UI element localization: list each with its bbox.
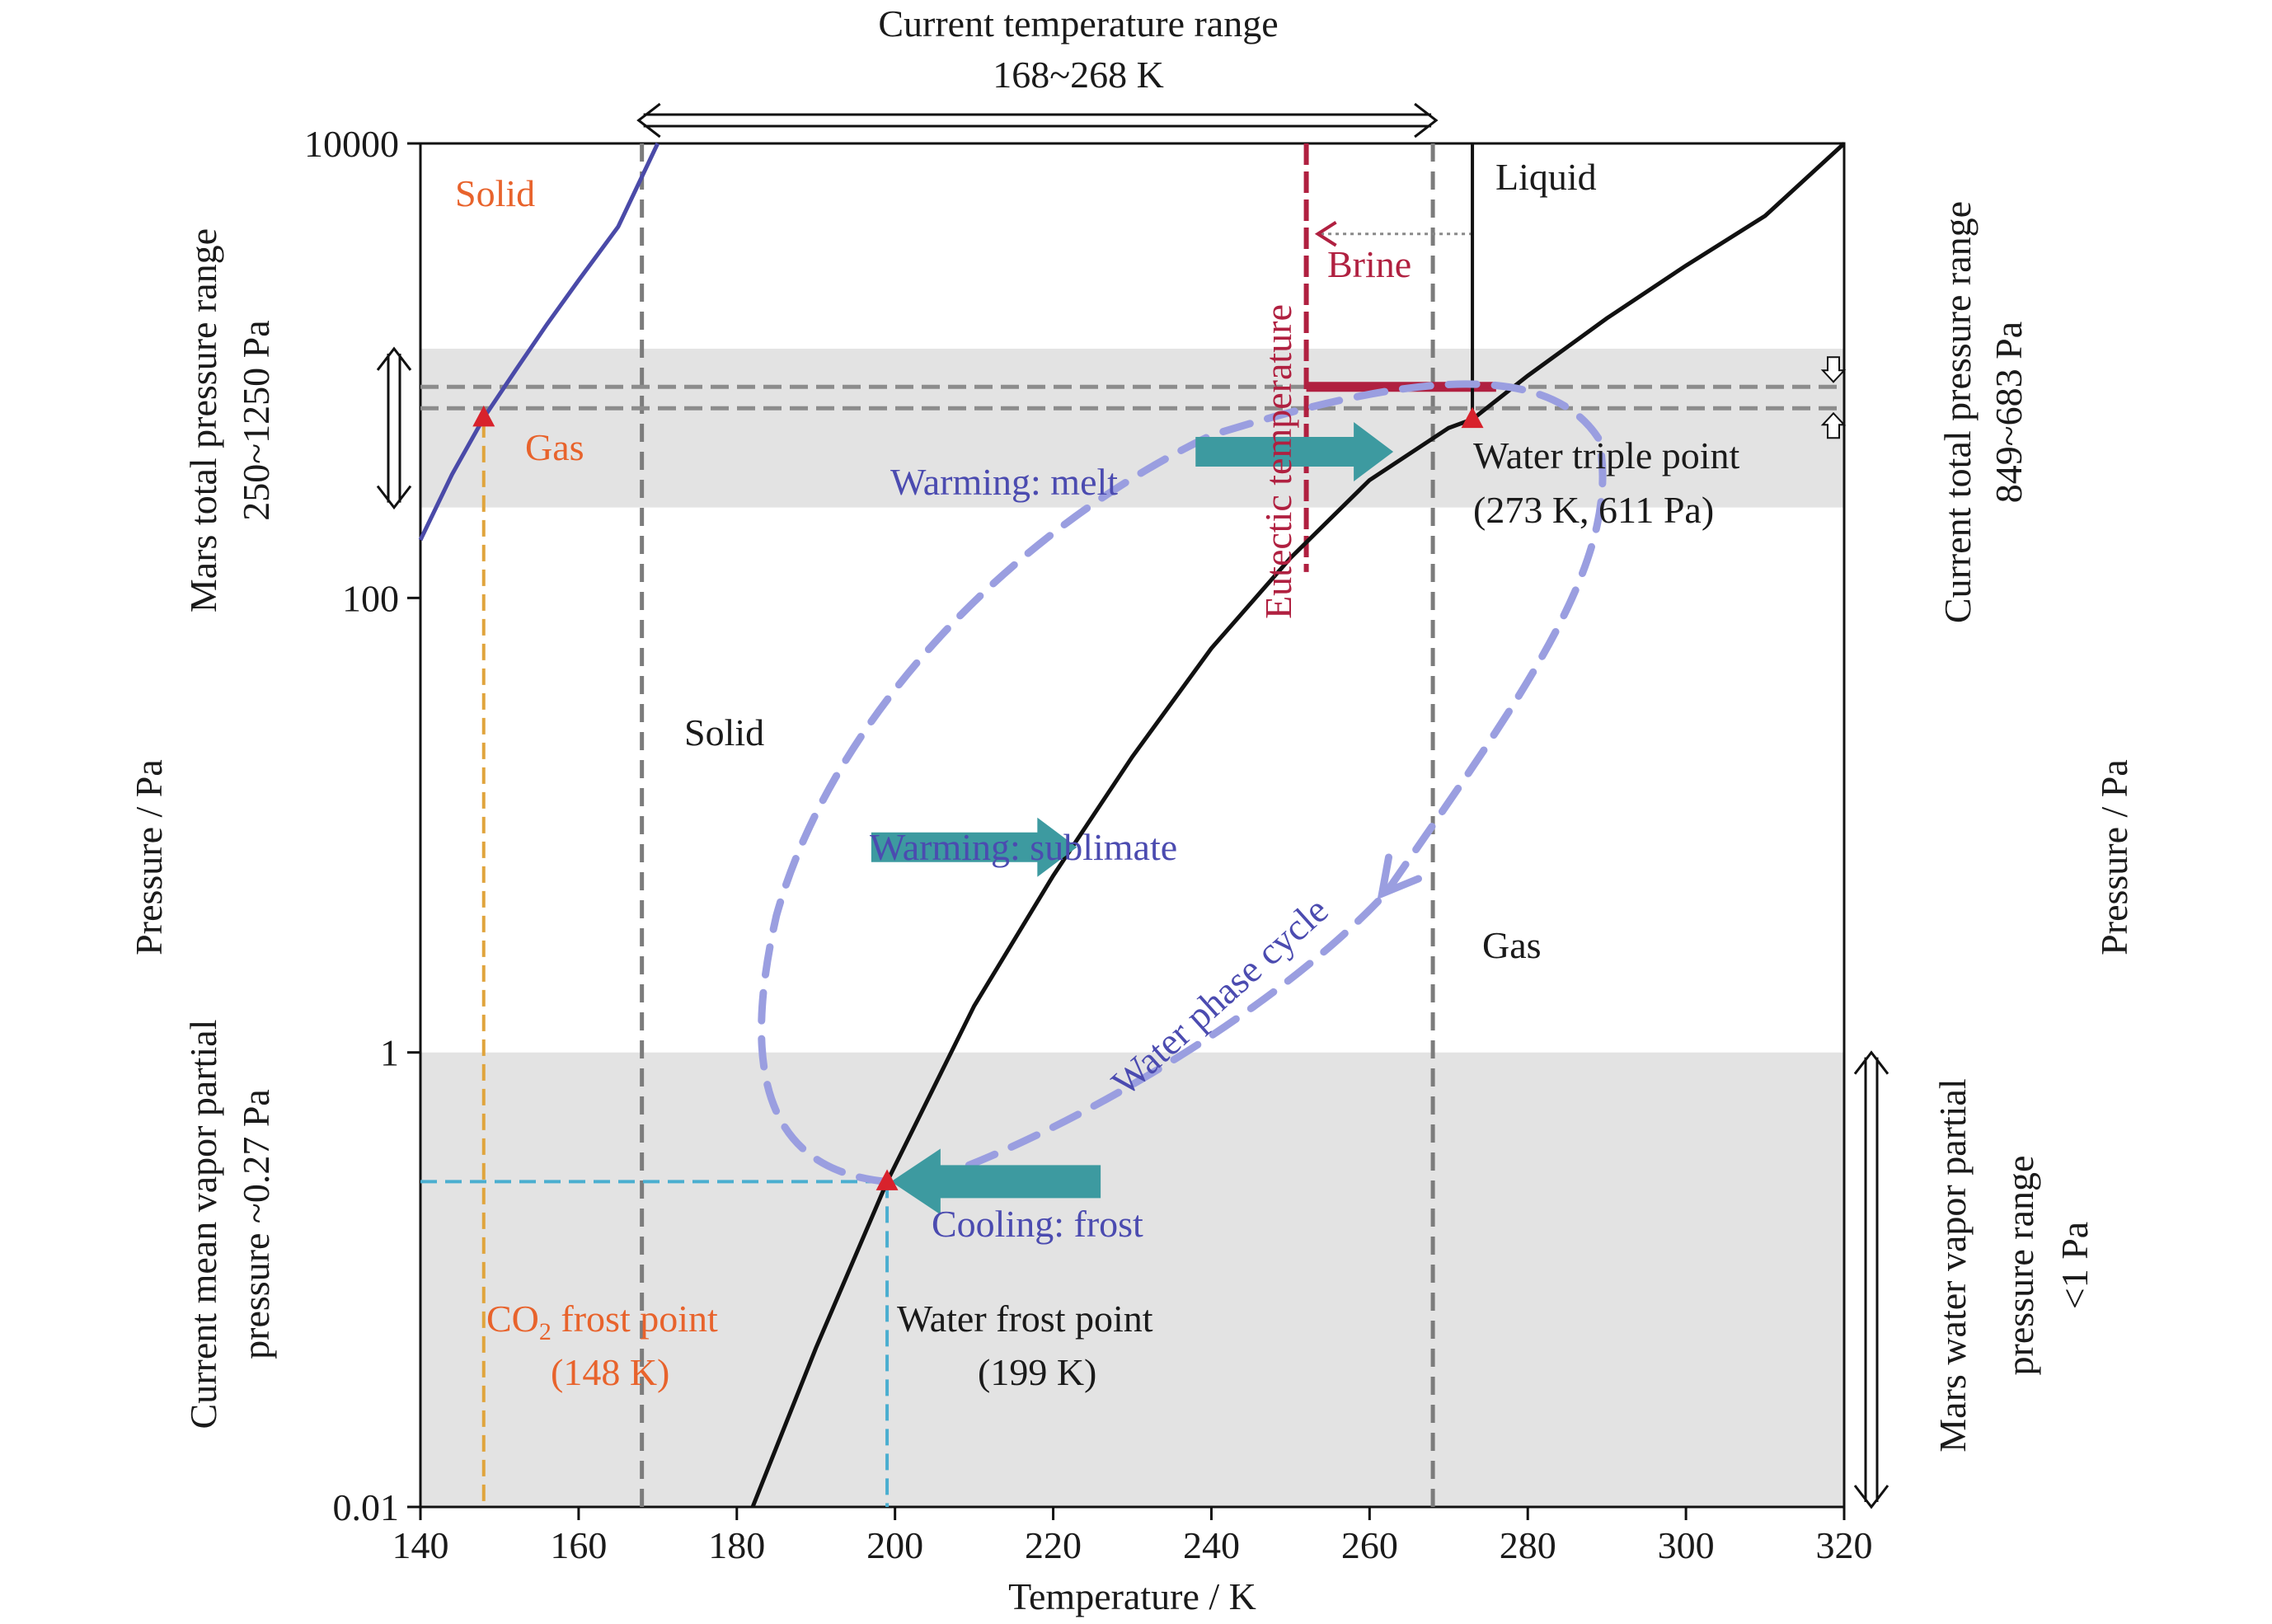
temp-range-arrow-head-right	[1414, 102, 1439, 138]
brine-label: Brine	[1327, 243, 1411, 285]
eutectic-label: Eutectic temperature	[1257, 304, 1299, 619]
y-axis-ticks: 0.01 1 100 10000	[304, 123, 420, 1528]
left-bottom-line1: Current mean vapor partial	[182, 1020, 224, 1429]
y-tick-label: 10000	[304, 123, 399, 165]
warming-sublimate-arrow	[871, 817, 1077, 877]
x-tick-label: 220	[1025, 1524, 1082, 1566]
y-tick-label: 1	[380, 1032, 399, 1074]
total-pressure-band	[420, 348, 1844, 508]
co2-gas-label: Gas	[525, 426, 584, 468]
water-frost-marker	[875, 1169, 899, 1190]
co2-frost-label-line2: (148 K)	[551, 1351, 669, 1393]
y-tick-label: 0.01	[333, 1486, 400, 1528]
x-axis-label: Temperature / K	[1008, 1575, 1256, 1617]
co2-triple-marker	[472, 405, 495, 427]
x-tick-label: 240	[1183, 1524, 1240, 1566]
current-pressure-small-arrows	[1820, 356, 1847, 439]
total-pressure-range-double-arrow	[376, 346, 412, 510]
cooling-frost-label: Cooling: frost	[932, 1203, 1143, 1245]
water-gas-label: Gas	[1482, 924, 1542, 966]
water-frost-label-line1: Water frost point	[897, 1298, 1153, 1340]
plot-frame	[419, 142, 1846, 1509]
co2-frost-label-subscript: 2	[539, 1318, 552, 1345]
vapor-pressure-arrow-head-bottom	[1853, 1485, 1889, 1509]
y-tick-label: 100	[342, 577, 399, 619]
right-top-line1: Current total pressure range	[1936, 201, 1979, 623]
co2-frost-label-rest: frost point	[552, 1298, 718, 1340]
water-phase-cycle-loop	[758, 380, 1607, 1185]
brine-pointer-arrowhead	[1314, 221, 1337, 247]
y-axis-label-right: Pressure / Pa	[2093, 759, 2135, 955]
water-solid-label: Solid	[684, 711, 764, 753]
left-title-line2: 250~1250 Pa	[235, 320, 277, 520]
x-tick-label: 320	[1816, 1524, 1873, 1566]
right-bottom-line3: <1 Pa	[2054, 1222, 2096, 1309]
co2-solid-label: Solid	[455, 172, 535, 214]
vapor-pressure-range-double-arrow	[1853, 1050, 1889, 1509]
warming-melt-arrow	[1195, 421, 1394, 481]
co2-frost-label-line1: CO2 frost point	[486, 1298, 718, 1345]
y-axis-label-left: Pressure / Pa	[128, 759, 170, 955]
right-bottom-line2: pressure range	[1999, 1156, 2041, 1376]
x-tick-label: 300	[1658, 1524, 1715, 1566]
triple-point-label-line2: (273 K, 611 Pa)	[1473, 489, 1714, 531]
small-arrow-up	[1820, 411, 1847, 439]
temperature-range-double-arrow	[636, 102, 1439, 138]
right-top-line2: 849~683 Pa	[1988, 322, 2030, 503]
x-axis-ticks: 140 160 180 200 220 240 260 280 300 320	[392, 1507, 1873, 1566]
temp-range-arrow-head-left	[636, 102, 661, 138]
x-tick-label: 260	[1341, 1524, 1398, 1566]
triple-point-label-line1: Water triple point	[1473, 434, 1740, 476]
co2-frost-label-co: CO	[486, 1298, 539, 1340]
co2-sublimation-curve	[418, 142, 660, 542]
warming-melt-label: Warming: melt	[890, 461, 1118, 503]
x-tick-label: 160	[550, 1524, 607, 1566]
x-tick-label: 140	[392, 1524, 449, 1566]
x-tick-label: 200	[866, 1524, 923, 1566]
right-bottom-line1: Mars water vapor partial	[1932, 1078, 1974, 1452]
total-pressure-arrow-head-bottom	[376, 485, 412, 510]
top-title-line2: 168~268 K	[993, 54, 1164, 96]
small-arrow-down	[1820, 356, 1847, 383]
vapor-pressure-band	[420, 1052, 1844, 1507]
water-phase-cycle-arrowhead	[1377, 853, 1423, 900]
left-bottom-line2: pressure ~0.27 Pa	[235, 1089, 277, 1359]
total-pressure-arrow-head-top	[376, 346, 412, 371]
left-title-line1: Mars total pressure range	[182, 228, 224, 613]
x-tick-label: 280	[1500, 1524, 1556, 1566]
water-triple-point-marker	[1461, 406, 1484, 429]
cooling-frost-arrow	[890, 1148, 1101, 1215]
top-title-line1: Current temperature range	[878, 2, 1278, 45]
water-sublimation-evaporation-curve	[750, 142, 1846, 1508]
water-frost-label-line2: (199 K)	[978, 1351, 1096, 1393]
warming-sublimate-label: Warming: sublimate	[870, 826, 1177, 868]
liquid-label: Liquid	[1495, 156, 1597, 198]
vapor-pressure-arrow-head-top	[1853, 1050, 1889, 1075]
x-tick-label: 180	[708, 1524, 765, 1566]
